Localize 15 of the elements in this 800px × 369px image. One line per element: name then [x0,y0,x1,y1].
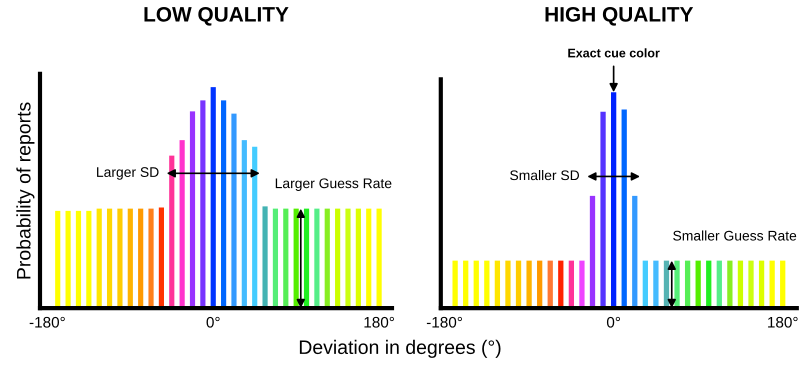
annotation: Smaller SD [510,170,580,180]
annotation: Smaller Guess Rate [673,230,796,241]
y-axis-title: Probability of reports [16,102,34,279]
chart-title: LOW QUALITY [144,6,289,26]
x-tick-label: 180° [364,316,394,328]
x-tick-label: -180° [30,316,65,328]
x-tick-label: 0° [206,316,220,328]
x-tick-label: -180° [426,316,462,328]
x-tick-label: 0° [606,316,620,328]
annotation: Exact cue color [568,48,660,58]
chart-title: HIGH QUALITY [546,6,694,26]
x-axis-title: Deviation in degrees (°) [300,340,500,358]
annotation: Larger SD [97,167,159,180]
annotation: Larger Guess Rate [276,178,392,191]
x-tick-label: 180° [768,316,798,328]
